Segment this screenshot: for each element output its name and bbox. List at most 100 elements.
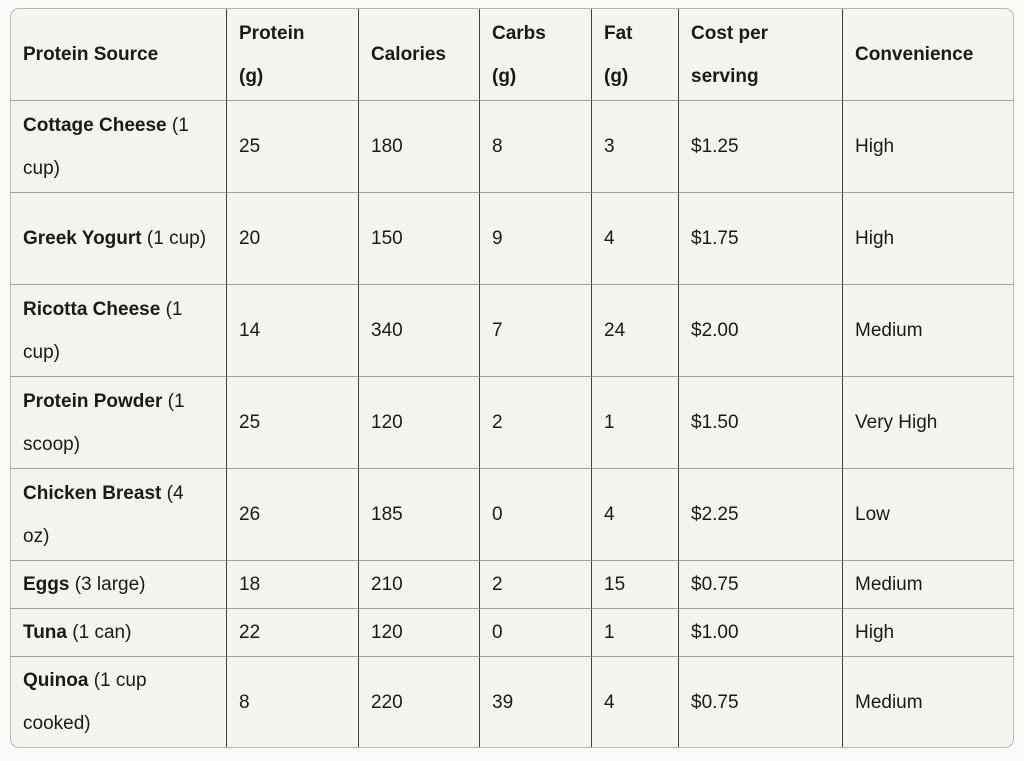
serving-size: (1 cup) (23, 114, 189, 179)
cell-protein: 25 (227, 101, 359, 193)
table-row: Eggs (3 large) 18 210 2 15 $0.75 Medium (11, 561, 1013, 609)
cell-calories: 220 (359, 657, 480, 747)
cell-convenience: Medium (855, 691, 923, 713)
serving-size: (1 cup cooked) (23, 670, 147, 734)
cell-protein: 14 (227, 285, 359, 377)
cell-carbs: 39 (480, 657, 592, 747)
column-header-label: Calories (371, 44, 446, 65)
food-name: Greek Yogurt (23, 228, 142, 249)
column-header-label: Protein Source (23, 44, 159, 65)
column-header-label: (g) (492, 65, 517, 87)
cell-calories: 180 (359, 101, 480, 193)
food-name: Ricotta Cheese (23, 298, 161, 320)
cell-carbs: 0 (480, 609, 592, 657)
food-name: Tuna (23, 622, 67, 643)
cell-calories: 120 (359, 609, 480, 657)
cell-fat: 15 (592, 561, 679, 609)
table-body: Cottage Cheese (1 cup) 25 180 8 3 $1.25 High Gr… (11, 101, 1013, 747)
table-row: Greek Yogurt (1 cup) 20 150 9 4 $1.75 High (11, 193, 1013, 285)
cell-source: Tuna (1 can) (11, 609, 227, 657)
cell-cost: $0.75 (679, 657, 843, 747)
cell-cost: $1.50 (679, 377, 843, 469)
cell-protein: 18 (227, 561, 359, 609)
table-row: Protein Powder (1 scoop) 25 120 2 1 $1.50 Very… (11, 377, 1013, 469)
column-header-label: serving (691, 65, 759, 87)
cell-fat: 4 (592, 469, 679, 561)
cell-calories: 210 (359, 561, 480, 609)
table-row: Quinoa (1 cup cooked) 8 220 39 4 $0.75 Medium (11, 657, 1013, 747)
table-container: Protein Source Protein (g) Calories Carbs (g)… (10, 8, 1014, 748)
column-header-carbs: Carbs (g) (480, 9, 592, 101)
column-header-label: (g) (239, 65, 264, 87)
column-header-source: Protein Source (11, 9, 227, 101)
column-header-label: Carbs (492, 22, 546, 44)
cell-carbs: 2 (480, 377, 592, 469)
cell-calories: 185 (359, 469, 480, 561)
column-header-cost: Cost per serving (679, 9, 843, 101)
cell-protein: 8 (227, 657, 359, 747)
cell-fat: 1 (592, 609, 679, 657)
serving-size: (1 scoop) (23, 390, 185, 455)
protein-sources-table: Protein Source Protein (g) Calories Carbs (g)… (10, 8, 1014, 748)
table-header: Protein Source Protein (g) Calories Carbs (g)… (11, 9, 1013, 101)
cell-cost: $1.75 (679, 193, 843, 285)
column-header-convenience: Convenience (843, 9, 1013, 101)
table-row: Tuna (1 can) 22 120 0 1 $1.00 High (11, 609, 1013, 657)
column-header-label: Protein (239, 22, 305, 44)
cell-protein: 26 (227, 469, 359, 561)
cell-carbs: 2 (480, 561, 592, 609)
cell-cost: $1.25 (679, 101, 843, 193)
cell-convenience: Very High (843, 377, 1013, 469)
serving-size: (1 cup) (23, 298, 183, 363)
cell-carbs: 7 (480, 285, 592, 377)
column-header-protein: Protein (g) (227, 9, 359, 101)
cell-fat: 4 (592, 657, 679, 747)
table-row: Chicken Breast (4 oz) 26 185 0 4 $2.25 Low (11, 469, 1013, 561)
cell-source: Cottage Cheese (1 cup) (11, 101, 227, 193)
cell-protein: 25 (227, 377, 359, 469)
cell-convenience: High (843, 101, 1013, 193)
food-name: Cottage Cheese (23, 114, 167, 136)
cell-protein: 20 (227, 193, 359, 285)
cell-source: Quinoa (1 cup cooked) (11, 657, 227, 747)
cell-calories: 120 (359, 377, 480, 469)
cell-fat: 4 (592, 193, 679, 285)
cell-cost: $0.75 (679, 561, 843, 609)
food-name: Quinoa (23, 670, 89, 691)
cell-fat: 24 (592, 285, 679, 377)
column-header-fat: Fat (g) (592, 9, 679, 101)
table-row: Ricotta Cheese (1 cup) 14 340 7 24 $2.00 Mediu… (11, 285, 1013, 377)
serving-size: (1 can) (72, 622, 132, 643)
table-row: Cottage Cheese (1 cup) 25 180 8 3 $1.25 High (11, 101, 1013, 193)
food-name: Protein Powder (23, 390, 163, 412)
cell-protein: 22 (227, 609, 359, 657)
column-header-label: Cost per (691, 22, 769, 44)
serving-size: (3 large) (74, 574, 146, 595)
cell-fat: 3 (592, 101, 679, 193)
cell-convenience: High (843, 609, 1013, 657)
cell-source: Eggs (3 large) (11, 561, 227, 609)
serving-size: (4 oz) (23, 482, 184, 547)
cell-source: Greek Yogurt (1 cup) (11, 193, 227, 285)
food-name: Eggs (23, 574, 70, 595)
cell-carbs: 9 (480, 193, 592, 285)
cell-fat: 1 (592, 377, 679, 469)
cell-convenience: Low (843, 469, 1013, 561)
cell-source: Chicken Breast (4 oz) (11, 469, 227, 561)
column-header-calories: Calories (359, 9, 480, 101)
cell-convenience: Medium (843, 285, 1013, 377)
cell-cost: $2.25 (679, 469, 843, 561)
serving-size: (1 cup) (146, 228, 207, 249)
cell-calories: 150 (359, 193, 480, 285)
column-header-label: Fat (604, 22, 633, 44)
cell-convenience: High (843, 193, 1013, 285)
cell-convenience: Medium (843, 561, 1013, 609)
cell-source: Protein Powder (1 scoop) (11, 377, 227, 469)
cell-source: Ricotta Cheese (1 cup) (11, 285, 227, 377)
column-header-label: (g) (604, 65, 629, 87)
header-row: Protein Source Protein (g) Calories Carbs (g)… (11, 9, 1013, 101)
cell-carbs: 0 (480, 469, 592, 561)
food-name: Chicken Breast (23, 482, 162, 504)
cell-carbs: 8 (480, 101, 592, 193)
cell-cost: $1.00 (679, 609, 843, 657)
